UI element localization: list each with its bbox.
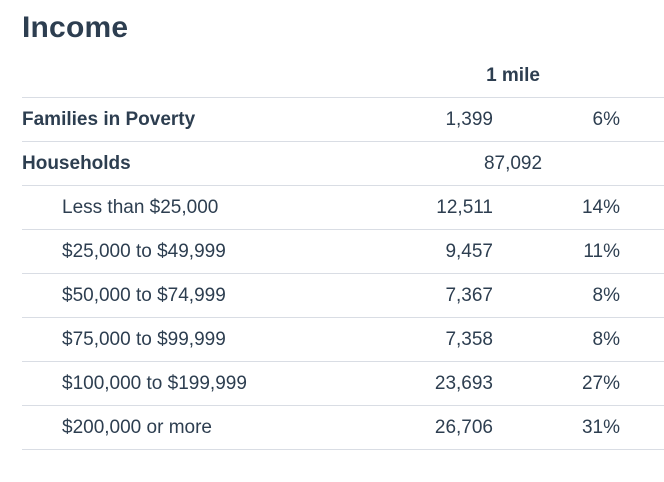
row-value-centered: 87,092 xyxy=(483,152,543,174)
row-spacer xyxy=(643,318,664,361)
row-percent: 8% xyxy=(592,284,620,306)
row-value: 1,399 xyxy=(445,108,493,130)
row-label: $100,000 to $199,999 xyxy=(62,372,247,394)
row-percent: 11% xyxy=(583,240,620,262)
row-spacer xyxy=(643,186,664,229)
row-spacer xyxy=(643,406,664,449)
row-spacer xyxy=(643,54,664,97)
row-label: $200,000 or more xyxy=(62,416,212,438)
table-row-50000-74999: $50,000 to $74,999 7,367 8% xyxy=(22,274,664,318)
row-spacer xyxy=(643,362,664,405)
income-table: 1 mile Families in Poverty 1,399 6% Hous… xyxy=(22,54,664,450)
table-row-100000-199999: $100,000 to $199,999 23,693 27% xyxy=(22,362,664,406)
table-row-25000-49999: $25,000 to $49,999 9,457 11% xyxy=(22,230,664,274)
row-percent: 14% xyxy=(581,196,620,218)
row-label: $75,000 to $99,999 xyxy=(62,328,226,350)
row-label: $50,000 to $74,999 xyxy=(62,284,226,306)
income-section: Income 1 mile Families in Poverty 1,399 … xyxy=(22,11,664,450)
table-row-less-than-25000: Less than $25,000 12,511 14% xyxy=(22,186,664,230)
table-row-200000-or-more: $200,000 or more 26,706 31% xyxy=(22,406,664,450)
section-title: Income xyxy=(22,11,129,44)
row-spacer xyxy=(643,142,664,185)
row-spacer xyxy=(643,230,664,273)
row-label: Less than $25,000 xyxy=(62,196,219,218)
table-row-households: Households 87,092 xyxy=(22,142,664,186)
table-row-75000-99999: $75,000 to $99,999 7,358 8% xyxy=(22,318,664,362)
row-spacer xyxy=(643,98,664,141)
row-percent: 27% xyxy=(581,372,620,394)
row-value: 7,358 xyxy=(445,328,493,350)
row-label: $25,000 to $49,999 xyxy=(62,240,226,262)
row-value: 12,511 xyxy=(436,196,493,218)
row-value: 26,706 xyxy=(434,416,493,438)
row-value: 23,693 xyxy=(434,372,493,394)
row-value: 7,367 xyxy=(445,284,493,306)
row-spacer xyxy=(643,274,664,317)
row-percent: 6% xyxy=(592,108,620,130)
row-percent: 31% xyxy=(581,416,620,438)
table-row-families-in-poverty: Families in Poverty 1,399 6% xyxy=(22,98,664,142)
table-header-row: 1 mile xyxy=(22,54,664,98)
row-percent: 8% xyxy=(592,328,620,350)
row-value: 9,457 xyxy=(445,240,493,262)
row-label: Households xyxy=(22,152,131,174)
column-header-1-mile: 1 mile xyxy=(486,64,540,86)
row-label: Families in Poverty xyxy=(22,108,196,130)
